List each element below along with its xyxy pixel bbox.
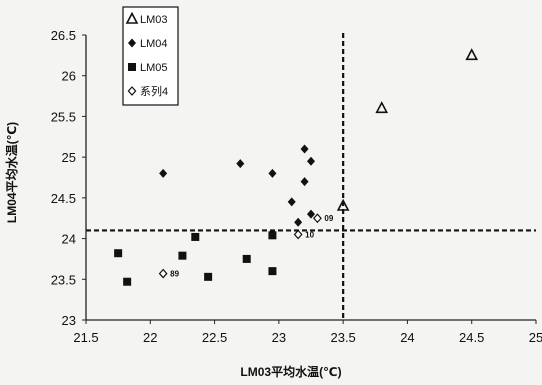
y-tick-label: 23 xyxy=(62,313,76,328)
data-point xyxy=(158,268,168,279)
legend-label: 系列4 xyxy=(140,84,168,98)
x-tick-label: 22.5 xyxy=(202,330,227,345)
data-point xyxy=(123,277,132,286)
data-point xyxy=(307,209,315,219)
data-point xyxy=(114,249,123,258)
data-points xyxy=(114,48,479,286)
x-tick-label: 21.5 xyxy=(73,330,98,345)
y-tick-label: 25 xyxy=(62,150,76,165)
x-tick-label: 24.5 xyxy=(459,330,484,345)
data-point xyxy=(242,254,251,263)
data-point xyxy=(336,198,350,211)
series-diamond-filled xyxy=(159,144,315,227)
series-diamond-open xyxy=(158,213,322,279)
data-point xyxy=(375,101,389,114)
x-tick-label: 23.5 xyxy=(330,330,355,345)
legend-marker xyxy=(127,86,137,96)
point-label: 10 xyxy=(305,231,314,240)
y-tick-label: 25.5 xyxy=(51,109,76,124)
legend-marker xyxy=(125,11,139,24)
tick-labels: 21.5 22 22.5 23 23.5 24 24.5 25 23 23.5 24 24.5 25 25… xyxy=(51,28,542,345)
y-tick-label: 23.5 xyxy=(51,272,76,287)
x-axis-title: LM03平均水温(℃) xyxy=(240,364,341,379)
x-tick-label: 22 xyxy=(143,330,157,345)
data-point xyxy=(307,156,315,166)
data-point xyxy=(294,217,303,227)
legend: LM03 LM04 LM05 系列4 xyxy=(122,6,179,106)
y-tick-label: 26.5 xyxy=(51,28,76,43)
data-point xyxy=(204,272,213,281)
reference-lines xyxy=(86,33,536,320)
legend-marker xyxy=(128,63,136,71)
data-point xyxy=(268,267,277,276)
data-point xyxy=(191,232,200,241)
data-point xyxy=(268,231,277,240)
legend-marker xyxy=(128,38,136,48)
data-point xyxy=(159,168,168,178)
data-point xyxy=(268,168,277,178)
data-point xyxy=(313,213,322,224)
y-axis-title: LM04平均水温(℃) xyxy=(4,122,19,223)
data-point xyxy=(236,159,245,169)
data-point xyxy=(465,48,479,61)
data-point xyxy=(293,229,303,240)
x-tick-label: 23 xyxy=(272,330,286,345)
data-point xyxy=(300,144,309,154)
legend-label: LM05 xyxy=(140,62,168,74)
data-point xyxy=(300,177,309,187)
x-tick-label: 24 xyxy=(400,330,414,345)
data-point xyxy=(287,197,296,207)
legend-label: LM04 xyxy=(140,38,168,50)
y-tick-label: 26 xyxy=(62,69,76,84)
y-tick-label: 24 xyxy=(62,232,76,247)
series-square-filled xyxy=(114,231,277,286)
x-tick-label: 25 xyxy=(529,330,542,345)
axes xyxy=(82,34,537,324)
legend-label: LM03 xyxy=(140,14,168,26)
point-label: 89 xyxy=(170,270,179,279)
point-labels: 89 10 09 xyxy=(170,214,334,278)
y-tick-label: 24.5 xyxy=(51,191,76,206)
point-label: 09 xyxy=(324,214,333,223)
series-triangle-open xyxy=(336,48,479,211)
data-point xyxy=(178,251,187,260)
